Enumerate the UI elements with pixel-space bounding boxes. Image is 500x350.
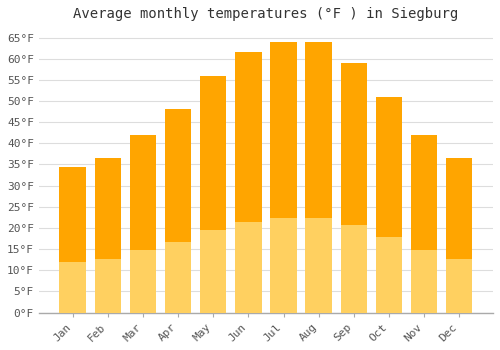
Bar (130, 135, 156, 250)
Bar (446, 158, 472, 259)
Bar (94, 158, 121, 259)
Bar (60, 167, 86, 313)
Bar (376, 97, 402, 313)
Bar (340, 63, 367, 313)
Bar (411, 135, 438, 313)
Bar (270, 42, 296, 218)
Bar (165, 110, 191, 242)
Bar (411, 135, 438, 250)
Bar (306, 42, 332, 313)
Title: Average monthly temperatures (°F ) in Siegburg: Average monthly temperatures (°F ) in Si… (74, 7, 458, 21)
Bar (376, 97, 402, 237)
Bar (340, 63, 367, 225)
Bar (200, 76, 226, 230)
Bar (60, 167, 86, 261)
Bar (235, 52, 262, 222)
Bar (235, 52, 262, 313)
Bar (165, 110, 191, 313)
Bar (306, 42, 332, 218)
Bar (200, 76, 226, 313)
Bar (270, 42, 296, 313)
Bar (94, 158, 121, 313)
Bar (130, 135, 156, 313)
Bar (446, 158, 472, 313)
